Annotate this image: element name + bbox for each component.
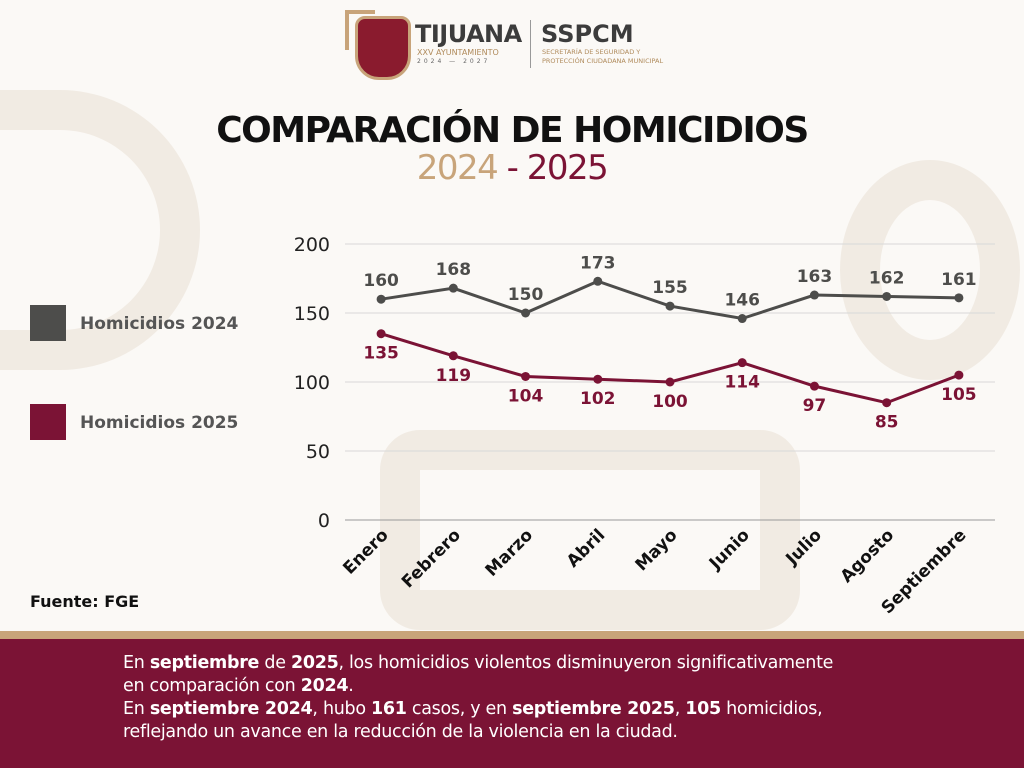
logo-years: 2024 — 2027 (417, 58, 491, 65)
legend-label-2024: Homicidios 2024 (80, 314, 239, 334)
data-point (448, 283, 458, 293)
footer-band (0, 639, 1024, 768)
watermark (380, 430, 800, 630)
data-point (737, 314, 747, 324)
summary-line-1: En septiembre de 2025, los homicidios vi… (123, 653, 834, 673)
data-point (448, 351, 458, 361)
y-tick-label: 100 (294, 372, 330, 394)
subtitle-separator: - (497, 148, 527, 188)
y-tick-label: 50 (306, 441, 330, 463)
logo-text: TIJUANA (415, 20, 522, 48)
data-label: 100 (652, 392, 688, 412)
logo-frame (345, 10, 349, 50)
data-label: 114 (724, 373, 760, 393)
page-title: COMPARACIÓN DE HOMICIDIOS (216, 110, 809, 151)
data-label: 119 (436, 366, 472, 386)
header-logos: TIJUANA XXV AYUNTAMIENTO 2024 — 2027 SSP… (345, 10, 685, 80)
x-tick-label: Mayo (632, 525, 682, 575)
data-label: 135 (363, 344, 399, 364)
data-label: 146 (724, 291, 760, 311)
data-label: 104 (508, 386, 544, 406)
data-point (954, 293, 964, 303)
data-label: 163 (797, 267, 833, 287)
x-tick-label: Abril (563, 525, 609, 571)
data-point (882, 398, 892, 408)
data-label: 102 (580, 389, 616, 409)
page-subtitle: 2024 - 2025 (0, 148, 1024, 188)
x-tick-label: Febrero (398, 525, 465, 592)
y-tick-label: 150 (294, 303, 330, 325)
data-point (376, 294, 386, 304)
summary-line-3: En septiembre 2024, hubo 161 casos, y en… (123, 699, 823, 719)
source-note: Fuente: FGE (30, 592, 140, 611)
data-label: 160 (363, 271, 399, 291)
legend-label-2025: Homicidios 2025 (80, 413, 239, 433)
subtitle-year-2024: 2024 (416, 148, 499, 188)
data-point (376, 329, 386, 339)
data-point (954, 370, 964, 380)
legend-swatch-2025 (30, 404, 66, 440)
x-tick-label: Julio (782, 525, 826, 569)
data-point (737, 358, 747, 368)
divider (530, 20, 531, 68)
data-label: 105 (941, 385, 977, 405)
data-point (882, 291, 892, 301)
x-tick-label: Junio (705, 525, 754, 574)
data-point (809, 290, 819, 300)
summary-line-4: reflejando un avance en la reducción de … (123, 722, 678, 742)
data-point (593, 374, 603, 384)
summary-line-2: en comparación con 2024. (123, 676, 354, 696)
data-point (521, 308, 531, 318)
data-label: 97 (803, 396, 827, 416)
data-label: 150 (508, 285, 544, 305)
gold-stripe (0, 631, 1024, 639)
data-label: 161 (941, 270, 977, 290)
legend-swatch-2024 (30, 305, 66, 341)
x-tick-label: Enero (339, 525, 392, 578)
data-label: 155 (652, 278, 688, 298)
x-tick-label: Agosto (837, 525, 898, 586)
data-label: 85 (875, 413, 899, 433)
logo-sub: XXV AYUNTAMIENTO (417, 48, 499, 57)
summary-text: En septiembre de 2025, los homicidios vi… (123, 652, 923, 744)
subtitle-year-2025: 2025 (526, 148, 609, 188)
tijuana-seal-logo (355, 16, 411, 80)
data-point (593, 276, 603, 286)
data-point (665, 301, 675, 311)
data-point (809, 381, 819, 391)
line-chart: 0 50 100 150 200 Enero Febrero Marzo Abril Mayo Ju… (294, 234, 995, 618)
org-name: SSPCM (541, 20, 634, 48)
data-label: 162 (869, 268, 905, 288)
data-label: 168 (436, 260, 472, 280)
org-subtitle: SECRETARÍA DE SEGURIDAD Y PROTECCIÓN CIU… (542, 48, 664, 65)
y-tick-label: 200 (294, 234, 330, 256)
data-point (665, 377, 675, 387)
x-tick-label: Marzo (482, 525, 537, 580)
data-point (521, 371, 531, 381)
data-label: 173 (580, 253, 616, 273)
logo-frame (345, 10, 375, 14)
y-tick-label: 0 (318, 510, 330, 532)
